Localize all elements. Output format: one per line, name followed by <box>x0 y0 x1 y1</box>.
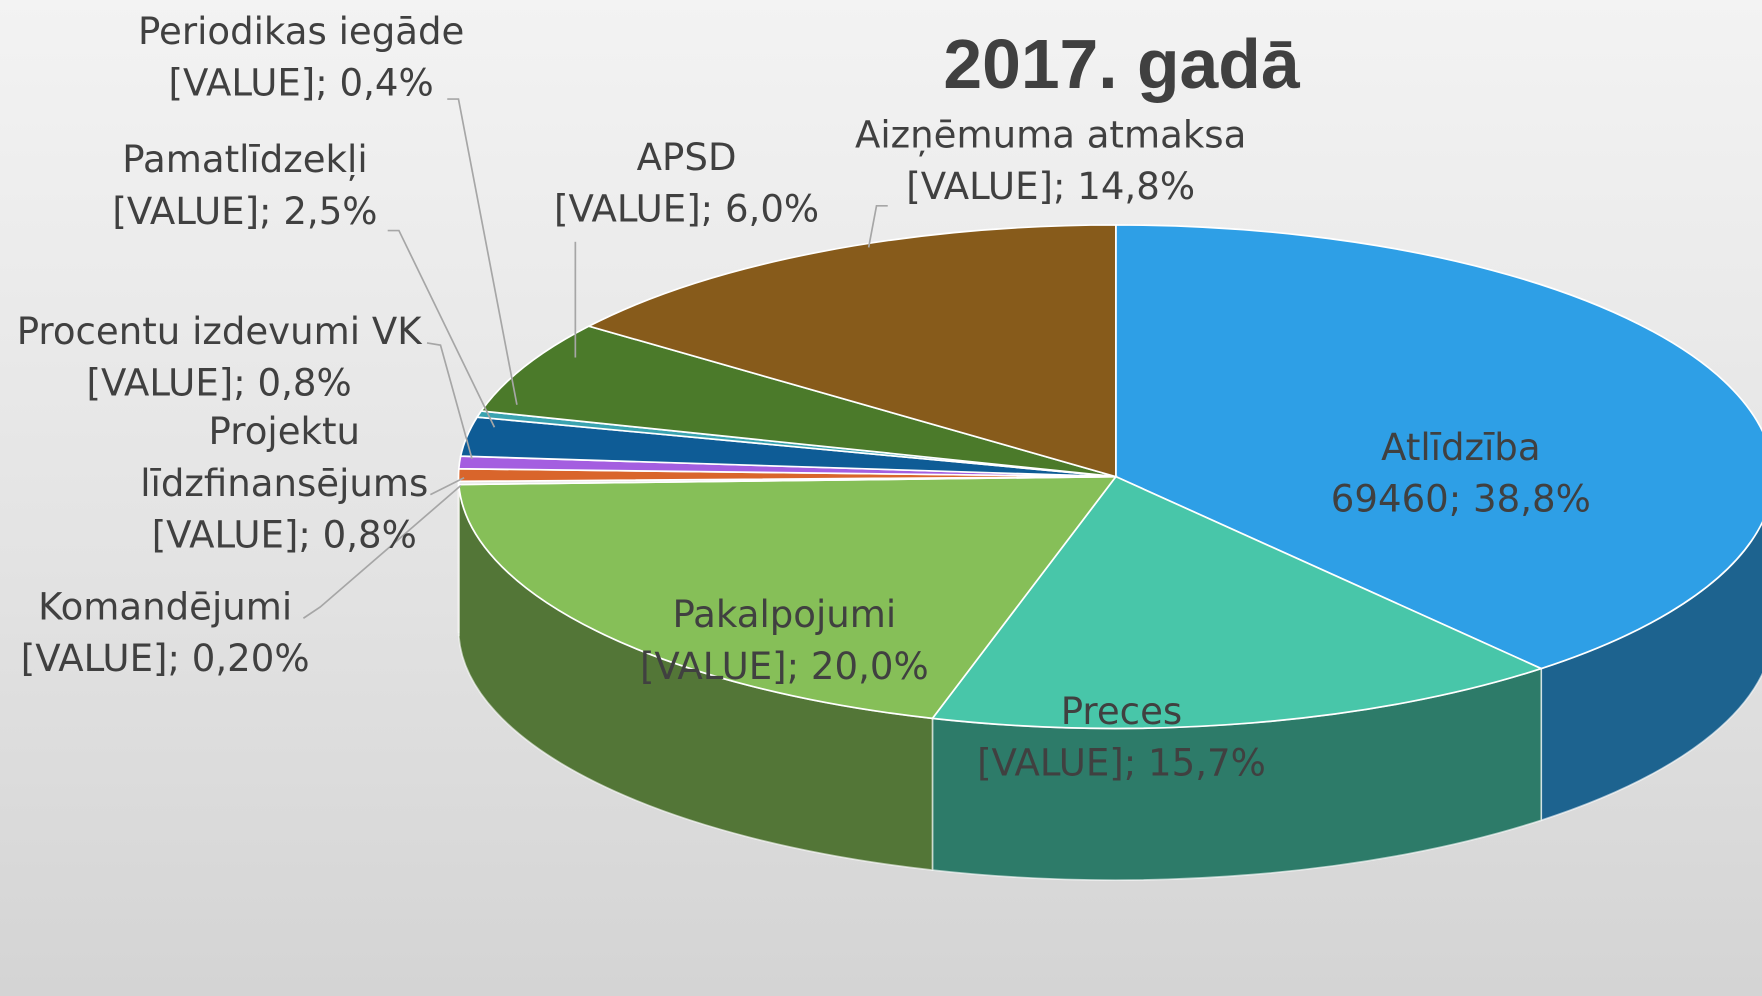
slice <box>457 475 1118 720</box>
leader-line <box>426 342 473 459</box>
data-label: Periodikas iegāde [VALUE]; 0,4% <box>88 6 515 109</box>
leader-line <box>430 477 465 496</box>
data-label: Pakalpojumi [VALUE]; 20,0% <box>548 589 1020 692</box>
category-label: Pakalpojumi <box>672 592 897 637</box>
data-label: APSD [VALUE]; 6,0% <box>518 132 855 235</box>
value-label: [VALUE]; 14,8% <box>906 164 1196 209</box>
leader-line <box>302 485 462 619</box>
label-box: Pakalpojumi [VALUE]; 20,0% <box>548 589 1020 692</box>
data-label: Komandējumi [VALUE]; 0,20% <box>0 581 351 684</box>
data-label: Aizņēmuma atmaksa [VALUE]; 14,8% <box>815 109 1287 212</box>
category-label: Komandējumi <box>38 584 293 629</box>
value-label: [VALUE]; 15,7% <box>977 740 1266 785</box>
label-box: Periodikas iegāde [VALUE]; 0,4% <box>88 6 515 109</box>
data-label: Preces [VALUE]; 15,7% <box>885 686 1357 789</box>
slice <box>479 325 1117 478</box>
label-box: Preces [VALUE]; 15,7% <box>885 686 1357 789</box>
slice <box>586 224 1117 478</box>
leader-line <box>447 98 518 405</box>
value-label: [VALUE]; 6,0% <box>553 186 820 231</box>
data-label: Projektu līdzfinansējums [VALUE]; 0,8% <box>121 406 447 561</box>
slice <box>930 475 1544 730</box>
label-box: APSD [VALUE]; 6,0% <box>518 132 855 235</box>
value-label: [VALUE]; 0,20% <box>20 636 310 681</box>
label-box: Procentu izdevumi VK [VALUE]; 0,8% <box>0 306 455 409</box>
category-label: Preces <box>1060 689 1183 733</box>
leader-line <box>867 204 888 248</box>
value-label: [VALUE]; 2,5% <box>112 188 378 233</box>
category-label: Periodikas iegāde <box>137 9 465 54</box>
category-label: Projektu līdzfinansējums <box>140 409 429 505</box>
data-label: Procentu izdevumi VK [VALUE]; 0,8% <box>0 306 455 409</box>
category-label: Atlīdzība <box>1381 424 1541 469</box>
value-label: 69460; 38,8% <box>1330 476 1591 521</box>
label-box: Komandējumi [VALUE]; 0,20% <box>0 581 351 684</box>
label-box: Atlīdzība 69460; 38,8% <box>1225 422 1697 525</box>
label-box: Pamatlīdzekļi [VALUE]; 2,5% <box>43 134 448 237</box>
category-label: Procentu izdevumi VK <box>16 309 422 354</box>
category-label: Pamatlīdzekļi <box>122 137 368 182</box>
value-label: [VALUE]; 0,4% <box>168 60 434 105</box>
data-label: Atlīdzība 69460; 38,8% <box>1225 422 1697 525</box>
slice <box>1115 224 1762 670</box>
chart-title: 2017. gadā <box>943 25 1301 103</box>
value-label: [VALUE]; 0,8% <box>86 360 352 405</box>
label-box: Aizņēmuma atmaksa [VALUE]; 14,8% <box>815 109 1287 212</box>
data-label: Pamatlīdzekļi [VALUE]; 2,5% <box>43 134 448 237</box>
label-box: Projektu līdzfinansējums [VALUE]; 0,8% <box>121 406 447 561</box>
value-label: [VALUE]; 0,8% <box>151 512 417 557</box>
category-label: APSD <box>636 135 737 179</box>
leader-line <box>387 229 496 428</box>
category-label: Aizņēmuma atmaksa <box>854 112 1247 157</box>
value-label: [VALUE]; 20,0% <box>639 644 929 688</box>
